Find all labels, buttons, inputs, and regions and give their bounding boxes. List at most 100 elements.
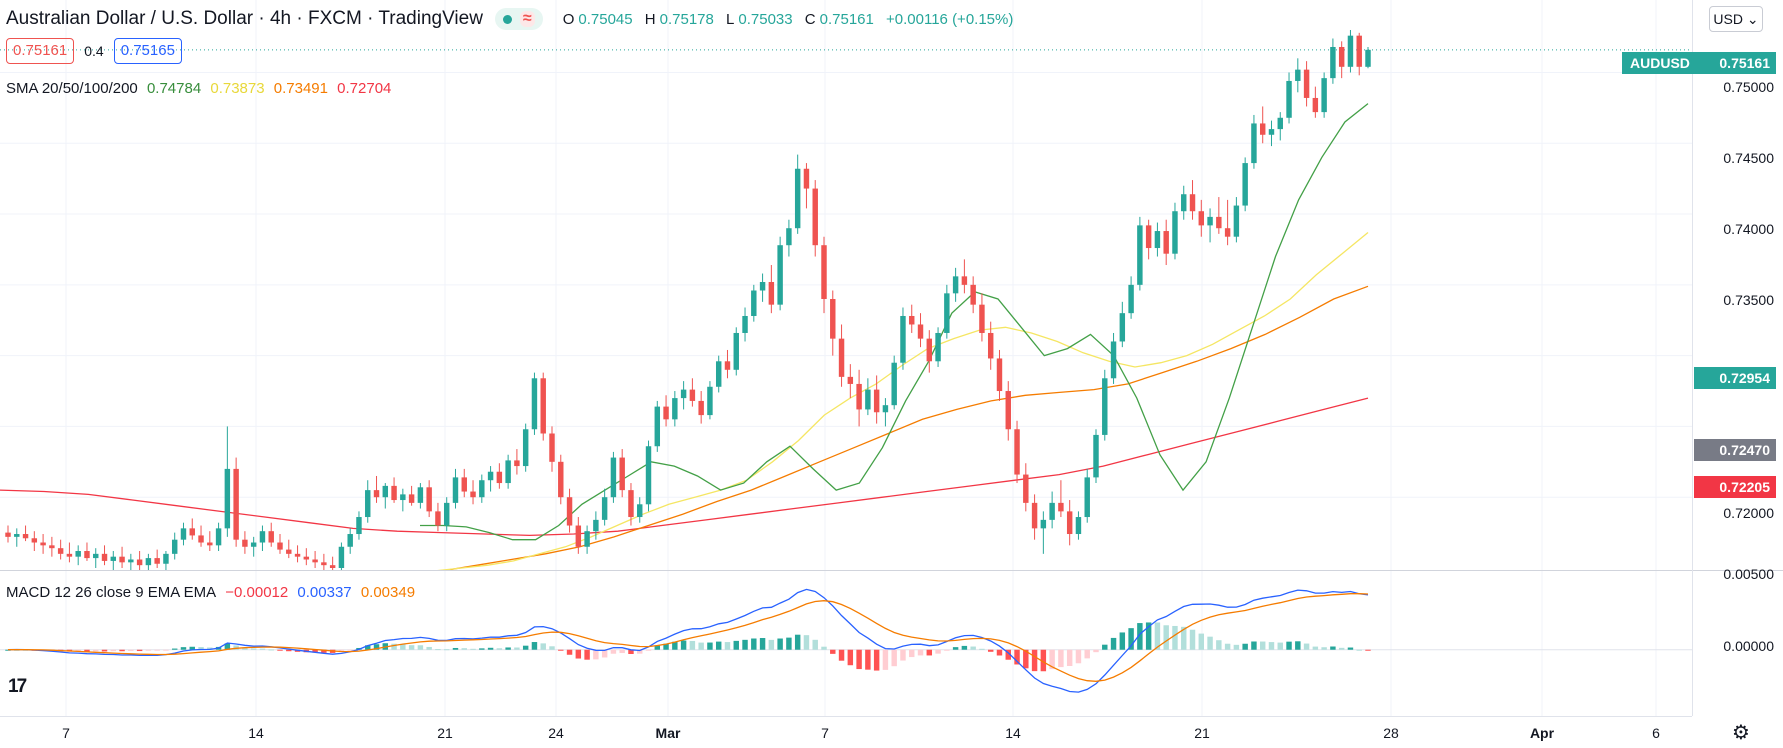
price-axis[interactable]: 0.75000 0.74500 0.74000 0.73500 0.72000 … [1692,0,1783,716]
price-chart[interactable] [0,0,1692,716]
spread-value: 0.4 [84,43,104,59]
candle [1330,46,1336,79]
macd-histogram-bar [224,643,231,650]
candle [426,487,432,512]
candle [22,534,29,539]
candle [391,485,397,501]
candle [601,497,608,520]
time-axis-label: Mar [655,725,681,741]
macd-legend[interactable]: MACD 12 26 close 9 EMA EMA −0.00012 0.00… [6,584,420,601]
macd-histogram-bar [601,649,608,658]
time-axis-label: 21 [437,725,453,741]
candle [435,511,441,526]
time-axis-label: 7 [821,725,829,741]
candle [408,494,415,503]
candle [856,383,862,410]
candle [996,358,1003,392]
macd-histogram-bar [593,649,599,660]
macd-histogram-bar [680,640,687,650]
candle [1163,231,1169,254]
macd-histogram-bar [707,642,713,650]
candle [215,528,222,546]
macd-histogram-bar [882,649,889,670]
candle [84,551,90,559]
candle [452,477,459,503]
time-axis[interactable]: 7 14 21 24 Mar 7 14 21 28 Apr 6 [0,716,1692,748]
macd-histogram-bar [689,640,696,650]
macd-histogram-bar [84,649,90,652]
candle [830,299,836,339]
market-status[interactable]: ≈ [494,8,543,30]
candle [1338,46,1345,67]
time-axis-label: 14 [248,725,264,741]
candle [1005,391,1011,430]
macd-histogram-bar [1295,641,1301,650]
macd-histogram-bar [1145,622,1152,650]
tradingview-logo[interactable]: 17 [8,676,27,697]
chart-area[interactable] [0,0,1692,716]
candle [93,553,99,559]
macd-histogram-bar [812,639,818,650]
candle [689,389,696,401]
macd-histogram-bar [496,648,503,650]
macd-histogram-bar [487,647,494,650]
candle [663,406,669,420]
macd-histogram-bar [198,647,204,650]
gear-icon[interactable]: ⚙ [1732,722,1750,744]
macd-label: MACD 12 26 close 9 EMA EMA [6,584,217,601]
macd-histogram-bar [847,649,854,666]
macd-histogram-bar [715,641,722,650]
candle [715,361,722,387]
macd-histogram-bar [452,647,459,650]
macd-histogram-bar [856,649,862,670]
candle [479,480,485,498]
macd-histogram-bar [575,649,582,659]
macd-histogram-bar [128,649,134,651]
sma-price-tag: 0.72954 [1694,367,1776,389]
candle [944,293,950,333]
candle [733,332,739,370]
sell-button[interactable]: 0.75161 [6,38,75,64]
candle [189,528,195,536]
macd-histogram-bar [400,644,406,650]
candle [171,539,178,554]
candle [321,562,327,566]
sma20-value: 0.74784 [146,80,202,97]
pane-separator[interactable] [0,570,1783,571]
macd-histogram-bar [93,649,99,652]
macd-histogram-bar [1154,622,1161,650]
candle [961,276,968,285]
symbol-title[interactable]: Australian Dollar / U.S. Dollar · 4h · F… [6,8,483,29]
buy-button[interactable]: 0.75165 [113,38,182,64]
candle [628,490,634,518]
candle [619,457,625,491]
candle [49,545,55,549]
macd-histogram-bar [558,649,564,651]
candle [707,386,713,416]
candle [882,405,889,413]
macd-histogram-bar [830,649,836,654]
macd-histogram-bar [654,645,661,650]
macd-histogram-bar [996,649,1003,656]
macd-histogram-bar [768,639,775,650]
sma-legend[interactable]: SMA 20/50/100/200 0.74784 0.73873 0.7349… [6,80,396,97]
candle [917,324,924,339]
currency-dropdown[interactable]: USD ⌄ [1709,6,1763,32]
last-price-tag: 0.75161 [1694,52,1776,74]
candle [163,553,169,564]
candle [724,361,731,370]
candle [250,542,257,547]
macd-histogram-bar [242,647,248,650]
macd-histogram-bar [1049,649,1055,670]
macd-histogram-bar [321,649,327,653]
candle [794,168,801,229]
macd-histogram-bar [145,649,152,651]
candle [259,531,266,543]
market-open-icon [502,14,512,24]
candle [417,487,424,503]
candle [1242,163,1248,206]
macd-histogram-bar [110,649,117,652]
macd-histogram-bar [917,649,924,656]
candle [31,538,38,543]
candle [470,491,476,498]
